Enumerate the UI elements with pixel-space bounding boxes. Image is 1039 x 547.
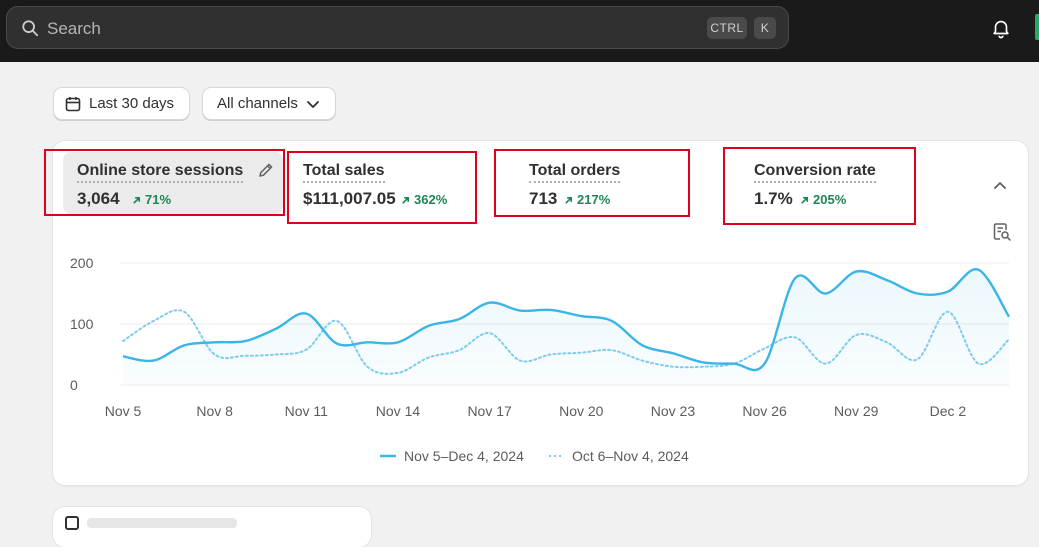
arrow-up-right-icon xyxy=(402,196,410,204)
metric-value: 3,064 xyxy=(77,189,120,208)
y-tick-label: 0 xyxy=(70,377,78,393)
series-area xyxy=(123,269,1009,385)
search-icon xyxy=(22,20,39,37)
metric-label: Total orders xyxy=(529,161,621,183)
series-line-comparison xyxy=(122,309,1010,375)
metric-value: 1.7% xyxy=(754,189,793,208)
metric-change-value: 71% xyxy=(145,192,172,207)
calendar-icon xyxy=(65,96,81,111)
search-bar[interactable]: CTRL K xyxy=(6,6,789,49)
metric-change: 362% xyxy=(401,190,447,210)
x-tick-label: Nov 8 xyxy=(196,403,233,419)
pencil-icon[interactable] xyxy=(257,161,275,179)
x-tick-label: Nov 17 xyxy=(467,403,512,419)
y-tick-label: 200 xyxy=(70,255,94,271)
legend-dotted-line-icon xyxy=(549,455,564,457)
x-tick-label: Nov 14 xyxy=(376,403,421,419)
metric-change: 205% xyxy=(800,190,846,210)
card-title-placeholder xyxy=(87,518,237,528)
arrow-up-right-icon xyxy=(133,196,141,204)
x-tick-label: Nov 11 xyxy=(285,403,329,419)
y-tick-label: 100 xyxy=(70,316,94,332)
arrow-up-right-icon xyxy=(801,196,809,204)
metric-value: 713 xyxy=(529,189,558,208)
x-tick-label: Nov 20 xyxy=(559,403,604,419)
sessions-line-chart: 0 100 200 Nov 5 Nov 8 Nov 11 Nov 14 Nov 17 Nov … xyxy=(70,255,1011,419)
chevron-down-icon xyxy=(306,100,319,108)
x-tick-label: Dec 2 xyxy=(930,403,967,419)
search-input[interactable] xyxy=(45,16,689,42)
metric-change: 71% xyxy=(132,190,171,210)
metric-change-value: 217% xyxy=(577,192,611,207)
x-tick-label: Nov 26 xyxy=(742,403,787,419)
legend-solid-line-icon xyxy=(380,454,396,458)
legend-label: Oct 6–Nov 4, 2024 xyxy=(572,448,689,464)
status-indicator xyxy=(1035,14,1039,40)
metric-label: Online store sessions xyxy=(77,161,244,183)
top-bar: CTRL K xyxy=(0,0,1039,62)
metric-change-value: 205% xyxy=(813,192,847,207)
legend-label: Nov 5–Dec 4, 2024 xyxy=(404,448,524,464)
x-tick-label: Nov 5 xyxy=(105,403,142,419)
metric-value: $111,007.05 xyxy=(303,189,396,208)
metric-change: 217% xyxy=(564,190,610,210)
shortcut-ctrl-key: CTRL xyxy=(707,17,747,39)
shortcut-k-key: K xyxy=(754,17,776,39)
report-icon[interactable] xyxy=(992,222,1012,242)
date-range-button[interactable]: Last 30 days xyxy=(53,87,190,120)
channel-filter-button[interactable]: All channels xyxy=(202,87,336,120)
arrow-up-right-icon xyxy=(565,196,573,204)
metric-label: Conversion rate xyxy=(754,161,876,183)
x-tick-label: Nov 23 xyxy=(651,403,696,419)
date-range-label: Last 30 days xyxy=(89,95,175,112)
legend-item-current[interactable]: Nov 5–Dec 4, 2024 xyxy=(380,448,524,464)
metric-selected-highlight[interactable] xyxy=(63,152,283,214)
metric-label: Total sales xyxy=(303,161,385,183)
metric-change-value: 362% xyxy=(414,192,448,207)
series-line-current xyxy=(122,268,1011,372)
chevron-up-icon[interactable] xyxy=(992,177,1008,193)
bell-icon[interactable] xyxy=(990,17,1012,39)
channel-filter-label: All channels xyxy=(217,95,298,112)
x-tick-label: Nov 29 xyxy=(834,403,879,419)
legend-item-comparison[interactable]: Oct 6–Nov 4, 2024 xyxy=(548,448,689,464)
